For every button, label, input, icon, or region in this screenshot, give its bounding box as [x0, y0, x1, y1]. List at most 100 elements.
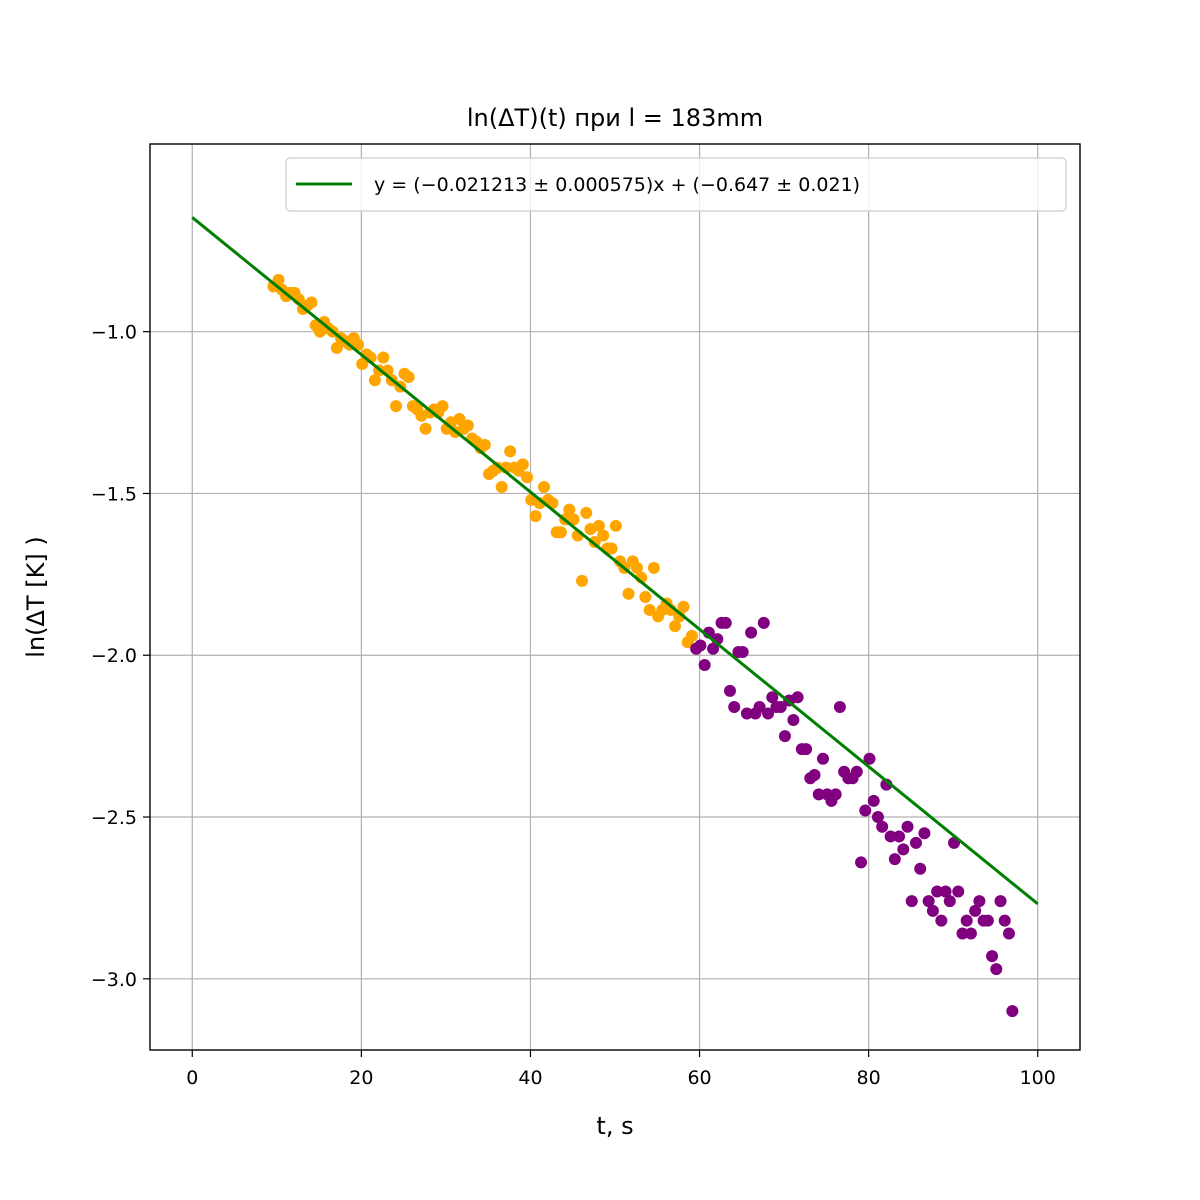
data-point: [694, 639, 707, 652]
data-point: [698, 658, 711, 671]
data-point: [909, 836, 922, 849]
data-point: [592, 519, 605, 532]
x-tick-label: 100: [1020, 1067, 1056, 1089]
data-point: [605, 542, 618, 555]
data-point: [419, 422, 432, 435]
data-point: [994, 895, 1007, 908]
data-point: [622, 587, 635, 600]
x-tick-label: 40: [518, 1067, 542, 1089]
data-point: [707, 642, 720, 655]
data-point: [897, 843, 910, 856]
data-point: [833, 701, 846, 714]
data-point: [863, 752, 876, 765]
x-tick-label: 20: [349, 1067, 373, 1089]
data-point: [888, 853, 901, 866]
x-tick-label: 60: [687, 1067, 711, 1089]
data-point: [943, 895, 956, 908]
data-point: [272, 273, 285, 286]
data-point: [1002, 927, 1015, 940]
data-point: [753, 701, 766, 714]
data-point: [597, 529, 610, 542]
data-point: [529, 510, 542, 523]
legend: y = (−0.021213 ± 0.000575)x + (−0.647 ± …: [285, 157, 1067, 212]
x-tick-label: 80: [857, 1067, 881, 1089]
data-point: [745, 626, 758, 639]
data-point: [478, 438, 491, 451]
data-point: [461, 419, 474, 432]
data-point: [762, 707, 775, 720]
data-point: [867, 794, 880, 807]
data-point: [736, 646, 749, 659]
data-point: [969, 904, 982, 917]
data-point: [800, 743, 813, 756]
data-point: [580, 506, 593, 519]
data-point: [922, 895, 935, 908]
axis-ticks: 0 20 40 60 80 100 −1.0 −1.5 −2.0 −2.5 −3.0: [91, 322, 1056, 1089]
data-point: [757, 616, 770, 629]
x-tick-label: 0: [186, 1067, 198, 1089]
data-point: [643, 603, 656, 616]
data-point: [390, 400, 403, 413]
data-point: [960, 914, 973, 927]
chart-title: ln(ΔT)(t) при l = 183mm: [467, 104, 763, 132]
data-point: [829, 788, 842, 801]
data-point: [504, 445, 517, 458]
x-axis-label: t, s: [596, 1112, 633, 1140]
y-axis-label: ln(ΔT [K] ): [22, 536, 50, 657]
data-point: [931, 885, 944, 898]
data-point: [330, 341, 343, 354]
data-point: [567, 513, 580, 526]
data-point: [850, 765, 863, 778]
data-point: [808, 768, 821, 781]
data-point: [630, 561, 643, 574]
data-point: [495, 480, 508, 493]
data-point: [723, 684, 736, 697]
data-point: [774, 701, 787, 714]
data-point: [935, 914, 948, 927]
data-point: [368, 374, 381, 387]
data-point: [669, 620, 682, 633]
data-point: [893, 830, 906, 843]
data-point: [812, 788, 825, 801]
data-point: [986, 950, 999, 963]
y-tick-label: −3.0: [91, 969, 137, 991]
data-point: [453, 413, 466, 426]
data-point: [914, 862, 927, 875]
data-point: [305, 296, 318, 309]
data-point: [639, 591, 652, 603]
data-point: [685, 629, 698, 642]
data-point: [901, 820, 914, 833]
data-point: [436, 400, 449, 413]
data-point: [766, 691, 779, 704]
data-point: [554, 526, 567, 539]
data-point: [351, 338, 364, 351]
data-point: [356, 358, 369, 371]
data-point: [905, 895, 918, 908]
data-point: [402, 370, 415, 383]
data-point: [728, 701, 741, 714]
data-point: [791, 691, 804, 704]
data-point: [719, 616, 732, 629]
data-point: [816, 752, 829, 765]
data-point: [918, 827, 931, 840]
plot-frame: [149, 143, 1081, 1051]
data-point: [576, 574, 589, 587]
data-point: [647, 561, 660, 574]
data-point: [952, 885, 965, 898]
data-point: [998, 914, 1011, 927]
fit-line: [191, 216, 1039, 906]
data-point: [956, 927, 969, 940]
data-point: [677, 600, 690, 613]
data-point: [973, 895, 986, 908]
data-point: [990, 963, 1003, 976]
data-point: [740, 707, 753, 720]
data-point: [778, 730, 791, 743]
grid: [150, 144, 1080, 1050]
data-point: [563, 503, 576, 516]
data-point: [787, 713, 800, 726]
data-point: [516, 458, 529, 471]
data-point: [609, 519, 622, 532]
data-point: [981, 914, 994, 927]
data-point: [377, 351, 390, 364]
data-point: [521, 471, 534, 484]
